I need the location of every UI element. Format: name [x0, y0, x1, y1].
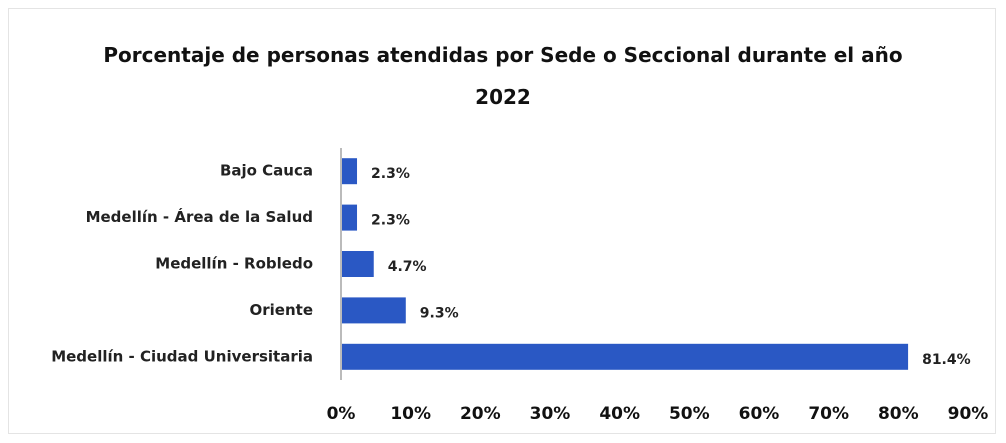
x-tick-label: 50% [669, 404, 710, 424]
value-label: 4.7% [388, 259, 427, 275]
y-tick-label: Medellín - Robledo [155, 255, 313, 273]
value-label: 81.4% [922, 352, 971, 368]
bar [341, 204, 358, 231]
x-tick-label: 60% [739, 404, 780, 424]
value-label: 2.3% [371, 213, 410, 229]
x-tick-label: 0% [327, 404, 356, 424]
bar [341, 297, 406, 324]
bar [341, 251, 374, 277]
y-tick-label: Medellín - Ciudad Universitaria [51, 347, 313, 365]
chart-title: Porcentaje de personas atendidas por Sed… [103, 43, 903, 109]
chart-frame [8, 8, 996, 434]
bar [341, 158, 358, 185]
y-tick-label: Medellín - Área de la Salud [86, 207, 313, 226]
value-label: 2.3% [371, 166, 410, 182]
x-tick-label: 80% [878, 404, 919, 424]
x-tick-label: 90% [948, 404, 989, 424]
x-tick-label: 20% [460, 404, 501, 424]
x-tick-label: 40% [599, 404, 640, 424]
x-tick-label: 30% [530, 404, 571, 424]
bar [341, 343, 909, 370]
value-label: 9.3% [420, 305, 459, 321]
y-tick-label: Bajo Cauca [220, 162, 313, 180]
x-tick-label: 10% [390, 404, 431, 424]
x-tick-label: 70% [808, 404, 849, 424]
y-tick-label: Oriente [250, 301, 314, 319]
